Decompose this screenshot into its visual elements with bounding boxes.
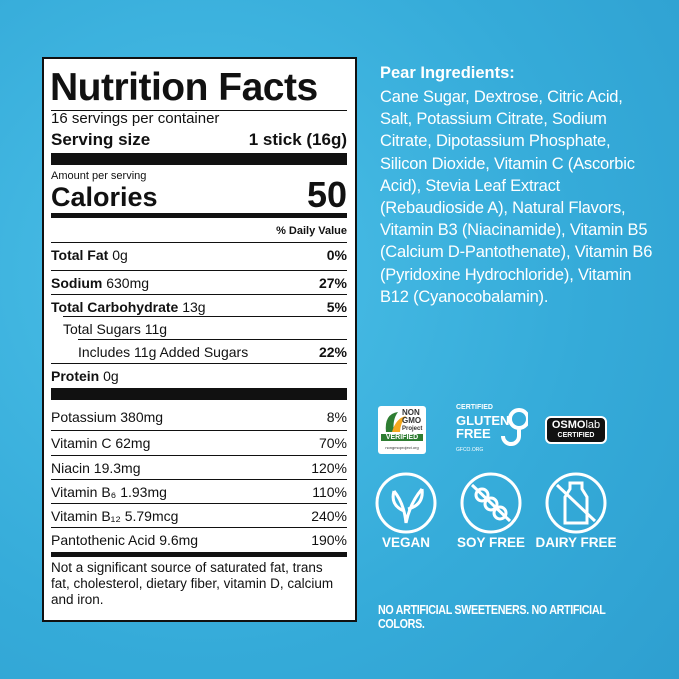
- osmolab-badge: OSMOlab CERTIFIED: [545, 416, 607, 444]
- nutrient-name: Sodium: [51, 274, 103, 291]
- nutrient-row: Total Carbohydrate 13g 5%: [51, 294, 347, 318]
- nutrient-dv: 22%: [318, 343, 347, 360]
- nutrient-amount: 630mg: [106, 274, 150, 291]
- nutrient-row: Total Fat 0g 0%: [51, 242, 347, 266]
- thick-rule: [51, 388, 347, 400]
- vegan-icon: [391, 488, 424, 513]
- micro-name: Vitamin B₆: [51, 483, 117, 500]
- medium-rule: [51, 552, 347, 557]
- soy-icon: [474, 487, 490, 503]
- nutrient-name: Includes 11g Added Sugars: [78, 343, 249, 360]
- nutrient-amount: 0g: [112, 246, 128, 263]
- nutrient-name: Total Carbohydrate: [51, 298, 179, 315]
- micro-dv: 240%: [311, 507, 347, 524]
- servings: 16 servings per container: [51, 110, 220, 127]
- icon-circle: [375, 472, 437, 534]
- icon-circle: [460, 472, 522, 534]
- panel-title: Nutrition Facts: [50, 66, 318, 109]
- icon-label: DAIRY FREE: [535, 535, 617, 550]
- footnote: Not a significant source of saturated fa…: [51, 560, 334, 607]
- claim: NO ARTIFICIAL SWEETENERS. NO ARTIFICIAL …: [378, 603, 606, 631]
- serving-size-value: 1 stick (16g): [248, 130, 347, 149]
- micro-row: Vitamin C 62mg 70%: [51, 430, 347, 454]
- amount-per-serving: Amount per serving: [51, 170, 147, 182]
- micro-name: Niacin: [51, 459, 90, 476]
- badge-text: GFCO.ORG: [456, 447, 484, 453]
- nutrient-dv: 27%: [318, 274, 347, 291]
- nutrient-amount: 0g: [103, 367, 119, 384]
- icon-label: SOY FREE: [456, 535, 526, 550]
- calories-value: 50: [306, 174, 347, 215]
- nutrient-name: Protein: [51, 367, 100, 384]
- badge-text: OSMO: [551, 419, 586, 431]
- badge-text: nongmoproject.org: [385, 445, 419, 450]
- micro-amount: 380mg: [120, 409, 164, 425]
- nutrient-row: Sodium 630mg 27%: [51, 270, 347, 294]
- serving-size-label: Serving size: [51, 130, 151, 149]
- badge-text: VERIFIED: [381, 434, 423, 441]
- nutrient-dv: 5%: [326, 298, 347, 315]
- thick-rule: [51, 153, 347, 165]
- micro-row: Potassium 380mg 8%: [51, 405, 347, 429]
- badge-text: CERTIFIED: [557, 432, 595, 439]
- icon-label: VEGAN: [381, 535, 430, 550]
- rule: [51, 110, 347, 111]
- badge-text: NON: [402, 408, 420, 417]
- gluten-free-badge: CERTIFIED GLUTEN FREE GFCO.ORG: [454, 404, 528, 456]
- micro-name: Potassium: [51, 409, 117, 425]
- badge-text: GLUTEN: [456, 413, 510, 428]
- micro-dv: 110%: [312, 483, 347, 500]
- nutrient-name: Total Fat: [51, 246, 109, 263]
- micro-dv: 8%: [326, 409, 347, 425]
- non-gmo-badge: NON GMO Project VERIFIED nongmoproject.org: [378, 406, 426, 454]
- soy-icon: [483, 496, 499, 512]
- badge-art: [501, 408, 528, 446]
- badge-text: Project: [402, 426, 423, 432]
- icon-circle: [545, 472, 607, 534]
- micro-name: Pantothenic Acid: [51, 531, 156, 548]
- micro-row: Pantothenic Acid 9.6mg 190%: [51, 527, 347, 551]
- micro-amount: 19.3mg: [93, 459, 141, 476]
- badge-text: FREE: [456, 426, 491, 441]
- badge-text: GMO: [402, 416, 422, 425]
- ingredients-text: Cane Sugar, Dextrose, Citric Acid, Salt,…: [380, 88, 653, 306]
- badge-art: [385, 412, 406, 432]
- soy-icon: [492, 505, 508, 521]
- diet-icons: [375, 472, 607, 534]
- vegan-icon: [392, 488, 424, 524]
- nutrient-amount: 13g: [182, 298, 206, 315]
- slash: [555, 483, 597, 523]
- micro-name: Vitamin C: [51, 434, 112, 451]
- nutrient-row: Total Sugars 11g: [63, 316, 347, 340]
- calories-label: Calories: [51, 182, 158, 212]
- micro-amount: 62mg: [115, 434, 151, 451]
- ingredients-heading: Pear Ingredients:: [380, 64, 515, 82]
- nutrient-row: Protein 0g: [51, 363, 347, 387]
- nutrient-dv: 0%: [326, 246, 347, 263]
- micro-dv: 190%: [311, 531, 347, 548]
- badge-text: CERTIFIED: [456, 404, 493, 411]
- micro-amount: 9.6mg: [159, 531, 199, 548]
- nutrient-name: Total Sugars 11g: [63, 320, 168, 337]
- badge-text: lab: [585, 419, 601, 431]
- micro-amount: 5.79mcg: [124, 507, 179, 524]
- milk-icon: [563, 481, 589, 525]
- micro-dv: 70%: [318, 434, 347, 451]
- micro-row: Vitamin B₆ 1.93mg 110%: [51, 479, 347, 503]
- nutrient-row: Includes 11g Added Sugars 22%: [78, 339, 347, 363]
- dv-header: % Daily Value: [276, 225, 347, 237]
- micro-dv: 120%: [311, 459, 347, 476]
- micro-row: Niacin 19.3mg 120%: [51, 455, 347, 479]
- micro-row: Vitamin B₁₂ 5.79mcg 240%: [51, 503, 347, 527]
- micro-name: Vitamin B₁₂: [51, 507, 121, 524]
- micro-amount: 1.93mg: [120, 483, 167, 500]
- medium-rule: [51, 213, 347, 218]
